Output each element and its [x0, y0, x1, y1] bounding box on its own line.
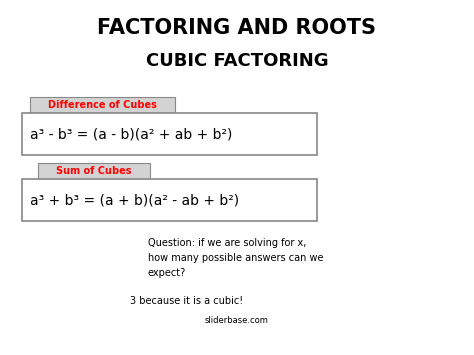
Text: Difference of Cubes: Difference of Cubes — [48, 100, 157, 110]
Text: Question: if we are solving for x,
how many possible answers can we
expect?: Question: if we are solving for x, how m… — [148, 238, 323, 278]
Text: a³ - b³ = (a - b)(a² + ab + b²): a³ - b³ = (a - b)(a² + ab + b²) — [30, 127, 232, 141]
Text: FACTORING AND ROOTS: FACTORING AND ROOTS — [98, 18, 376, 38]
Text: 3 because it is a cubic!: 3 because it is a cubic! — [130, 296, 243, 306]
FancyBboxPatch shape — [30, 97, 175, 113]
FancyBboxPatch shape — [38, 163, 150, 179]
FancyBboxPatch shape — [22, 179, 317, 221]
Text: Sum of Cubes: Sum of Cubes — [56, 166, 132, 176]
Text: a³ + b³ = (a + b)(a² - ab + b²): a³ + b³ = (a + b)(a² - ab + b²) — [30, 193, 239, 207]
FancyBboxPatch shape — [22, 113, 317, 155]
Text: CUBIC FACTORING: CUBIC FACTORING — [146, 52, 328, 70]
Text: sliderbase.com: sliderbase.com — [205, 316, 269, 325]
